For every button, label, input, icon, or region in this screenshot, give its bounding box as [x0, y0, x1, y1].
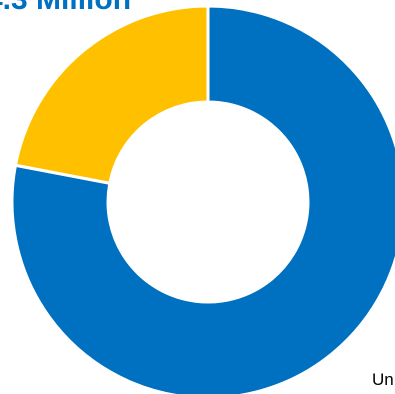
donut-slice-2	[13, 4, 210, 186]
donut-slice-1	[10, 4, 395, 394]
legend-entry-label: Un	[372, 370, 394, 389]
chart-title: 4.3 Million	[0, 0, 131, 18]
